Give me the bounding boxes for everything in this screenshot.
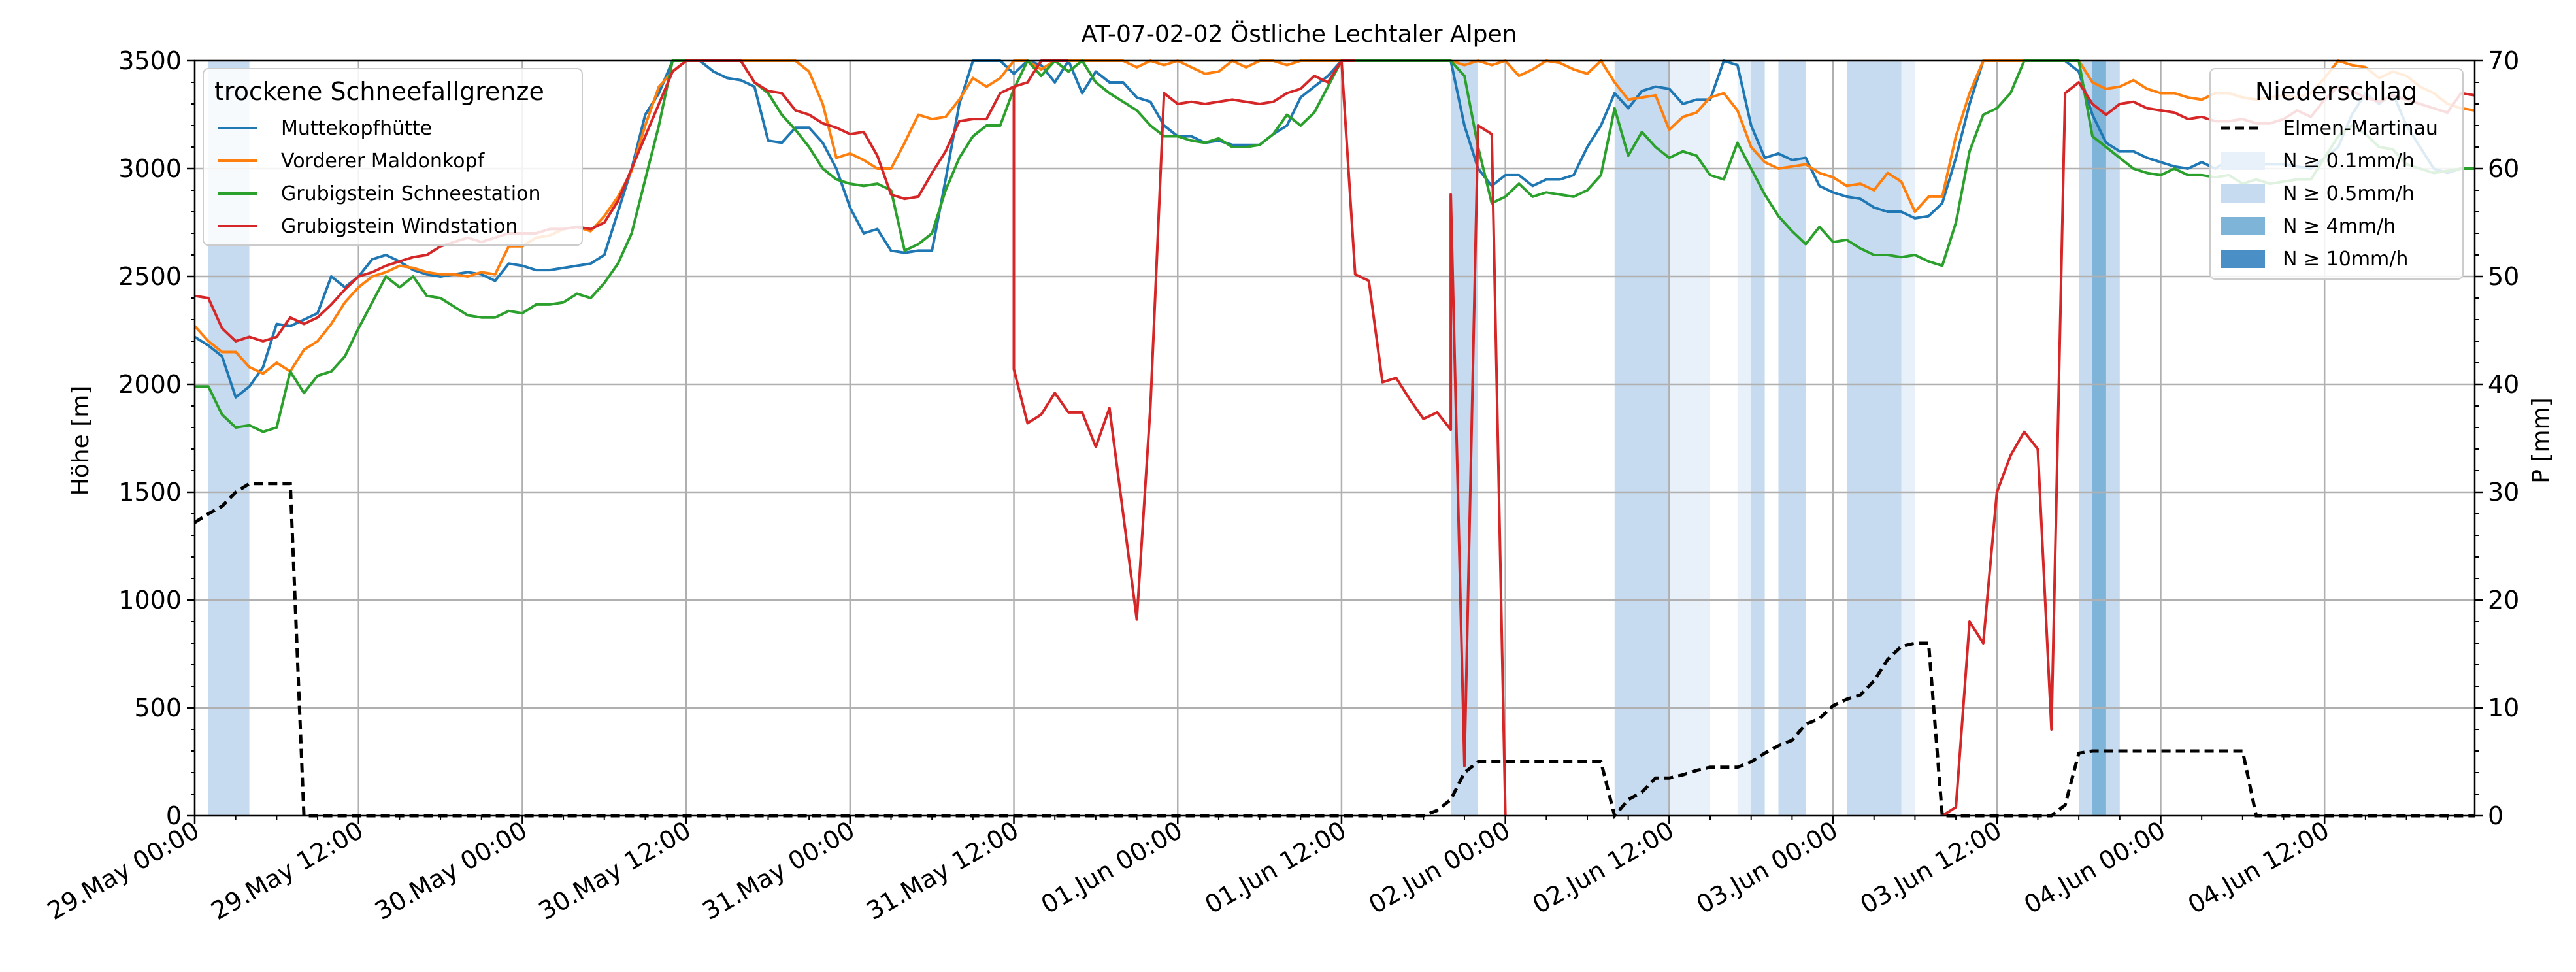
legend-precip-swatch	[2221, 217, 2265, 235]
y-tick-label: 2500	[118, 262, 182, 291]
legend-snow-label: Grubigstein Windstation	[281, 215, 518, 238]
y-axis-right: 0 10 20 30 40 50 60 70	[2475, 46, 2519, 830]
legend-snow-title: trockene Schneefallgrenze	[214, 77, 544, 106]
precip-band	[1751, 61, 1765, 816]
legend-precip-label: N ≥ 0.5mm/h	[2283, 182, 2415, 205]
precip-band	[1669, 61, 1711, 816]
legend-precip-label: N ≥ 4mm/h	[2283, 215, 2396, 238]
series-line	[193, 59, 2475, 375]
y-tick-label: 3500	[118, 46, 182, 75]
y2-tick-label: 0	[2488, 801, 2503, 830]
elmen-martinau-line	[193, 482, 2475, 820]
y2-tick-label: 40	[2488, 370, 2519, 399]
y-tick-label: 0	[166, 801, 182, 830]
series-line-windstation	[1340, 60, 1507, 816]
chart-title: AT-07-02-02 Östliche Lechtaler Alpen	[1082, 20, 1517, 48]
y2-tick-label: 30	[2488, 478, 2519, 507]
legend-precip-label: N ≥ 10mm/h	[2283, 248, 2408, 271]
plot-frame	[193, 59, 2476, 817]
legend-snow-label: Grubigstein Schneestation	[281, 182, 540, 205]
y-tick-label: 500	[134, 694, 182, 722]
y2-tick-label: 10	[2488, 694, 2519, 722]
precip-band	[2092, 61, 2106, 816]
y-tick-label: 1500	[118, 478, 182, 507]
y2-tick-label: 50	[2488, 262, 2519, 291]
legend-precip-title: Niederschlag	[2255, 77, 2417, 106]
precip-band	[1451, 61, 1478, 816]
precip-band	[1846, 61, 1902, 816]
legend-precip: Niederschlag Elmen-Martinau N ≥ 0.1mm/h N…	[2209, 68, 2464, 280]
y2-axis-label: P [mm]	[2528, 397, 2554, 483]
precip-band	[1614, 61, 1670, 816]
legend-snow-label: Muttekopfhütte	[281, 117, 432, 140]
series-line-windstation	[194, 59, 1069, 343]
y-tick-label: 3000	[118, 154, 182, 183]
series-line-windstation	[1012, 59, 1355, 621]
precip-band	[1778, 61, 1806, 816]
legend-elmen-label: Elmen-Martinau	[2283, 117, 2438, 140]
y2-tick-label: 60	[2488, 154, 2519, 183]
legend-precip-swatch	[2221, 184, 2265, 203]
legend-precip-label: N ≥ 0.1mm/h	[2283, 150, 2415, 173]
y-axis-left: 0 500 1000 1500 2000 2500 3000 3500	[118, 46, 195, 830]
y2-tick-label: 70	[2488, 46, 2519, 75]
series-line	[195, 59, 2475, 433]
legend-snow-label: Vorderer Maldonkopf	[281, 150, 486, 173]
y-axis-label: Höhe [m]	[67, 386, 94, 496]
legend-precip-swatch	[2221, 250, 2265, 268]
plot-border	[193, 59, 2476, 817]
precip-band	[1901, 61, 1915, 816]
legend-precip-swatch	[2221, 152, 2265, 170]
y-tick-label: 2000	[118, 370, 182, 399]
legend-snow: trockene Schneefallgrenze Muttekopfhütte…	[203, 68, 583, 246]
y-tick-label: 1000	[118, 586, 182, 614]
precip-band	[1737, 61, 1751, 816]
y2-tick-label: 20	[2488, 586, 2519, 614]
